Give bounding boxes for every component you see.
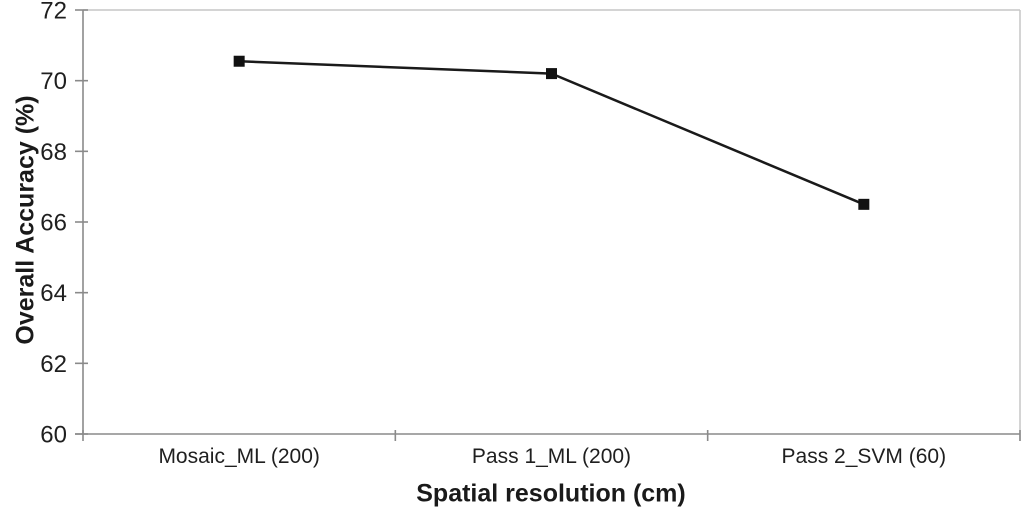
x-axis-title: Spatial resolution (cm) — [416, 479, 686, 508]
x-tick-label: Mosaic_ML (200) — [158, 445, 319, 468]
y-tick-label: 62 — [40, 351, 67, 378]
data-line — [239, 59, 865, 206]
data-point-marker — [546, 68, 557, 80]
x-tick-label: Pass 2_SVM (60) — [782, 445, 947, 468]
y-tick-label: 64 — [40, 280, 67, 307]
y-tick-label: 60 — [40, 422, 67, 449]
y-tick-label: 66 — [40, 210, 67, 237]
y-axis-title: Overall Accuracy (%) — [11, 95, 40, 345]
data-point-marker — [233, 55, 245, 67]
y-tick-label: 68 — [40, 139, 67, 166]
y-tick-label: 72 — [40, 0, 67, 25]
y-tick-label: 70 — [40, 68, 67, 95]
x-tick-label: Pass 1_ML (200) — [472, 445, 631, 468]
data-point-marker — [858, 198, 870, 210]
